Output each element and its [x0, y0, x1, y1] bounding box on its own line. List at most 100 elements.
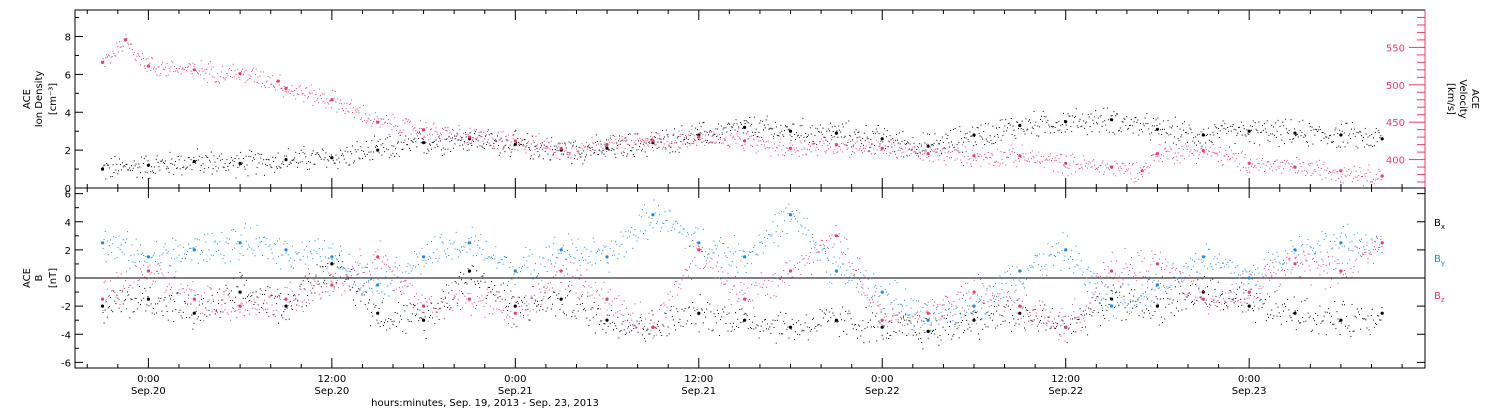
by-series-sample: [492, 258, 494, 259]
density-series-sample: [276, 167, 278, 169]
density-series-sample: [787, 129, 789, 131]
velocity-series-sample: [863, 147, 864, 149]
density-series-sample: [1292, 138, 1294, 140]
density-series-sample: [1329, 135, 1330, 137]
by-series-sample: [672, 223, 674, 225]
by-series-sample: [802, 233, 804, 235]
velocity-series-sample: [803, 147, 805, 149]
bx-series-sample: [1195, 284, 1197, 285]
by-series-sample: [819, 259, 821, 261]
velocity-series-sample: [1128, 168, 1130, 170]
velocity-series-sample: [975, 160, 977, 162]
bx-series-sample: [782, 333, 784, 335]
density-series-sample: [1047, 119, 1049, 121]
by-series-sample: [491, 256, 492, 258]
bx-series-sample: [1208, 294, 1210, 295]
density-series-sample: [737, 131, 739, 133]
by-series-sample: [408, 272, 410, 274]
bx-series-sample: [147, 296, 149, 298]
density-series-sample: [1074, 116, 1076, 118]
bx-series-sample: [828, 320, 830, 322]
velocity-series-sample: [180, 73, 182, 75]
velocity-series-sample: [383, 118, 385, 120]
density-series-sample: [1058, 120, 1060, 122]
bx-series-sample: [1284, 303, 1285, 305]
velocity-series-sample: [124, 39, 126, 41]
velocity-series-sample: [316, 99, 318, 101]
velocity-series-sample: [732, 135, 734, 137]
bx-series-sample: [1057, 323, 1059, 324]
density-series-sample: [1090, 113, 1092, 115]
bx-series-sample: [240, 276, 242, 278]
bx-series-sample: [193, 322, 195, 324]
density-series-sample: [754, 132, 756, 133]
by-series-sample: [248, 244, 250, 246]
velocity-series-sample: [240, 72, 242, 74]
by-series-sample: [464, 246, 466, 248]
bx-series-sample: [245, 279, 247, 281]
density-series-sample: [302, 151, 304, 153]
by-series-sample: [534, 263, 536, 265]
velocity-series-sample: [273, 85, 275, 87]
bx-series-sample: [1082, 310, 1084, 312]
by-series-sample: [629, 235, 631, 237]
velocity-series-sample: [497, 148, 498, 149]
velocity-series-sample: [406, 118, 408, 120]
velocity-series-sample: [1196, 163, 1197, 164]
bx-series-sample: [650, 319, 652, 321]
by-series-sample: [990, 305, 992, 306]
bx-series-sample: [914, 332, 916, 333]
velocity-tick-label: 550: [1386, 43, 1405, 54]
density-series-sample: [918, 143, 920, 145]
by-series-sample: [135, 238, 137, 240]
by-series-sample: [705, 251, 707, 253]
bx-series-sample: [492, 288, 494, 290]
density-series-sample: [1020, 128, 1022, 130]
density-series-sample: [624, 137, 626, 139]
bx-series-sample: [671, 316, 673, 318]
velocity-series-sample: [324, 102, 326, 104]
density-series-sample: [724, 139, 726, 141]
density-series-sample: [1317, 131, 1319, 132]
bx-series-sample: [590, 308, 592, 310]
density-series-sample: [131, 165, 132, 167]
density-series-sample: [1006, 130, 1008, 132]
velocity-series-sample: [576, 151, 578, 153]
velocity-series-sample: [905, 147, 907, 149]
velocity-series-sample: [1007, 157, 1009, 158]
bx-series-sample: [542, 308, 544, 310]
by-series-sample: [509, 266, 511, 268]
bx-series-sample: [1323, 315, 1325, 317]
density-series-sample: [363, 150, 364, 152]
density-series-sample: [1231, 126, 1233, 127]
bx-series-sample: [616, 327, 618, 329]
by-series-sample: [394, 266, 396, 268]
velocity-series-sample: [772, 147, 774, 149]
density-series-sample: [1081, 125, 1083, 127]
bx-series-sample: [1062, 320, 1064, 322]
density-series-sample: [1331, 141, 1333, 143]
density-series-sample: [1205, 142, 1207, 144]
by-series-sample: [950, 312, 952, 314]
bx-series-sample: [493, 293, 495, 295]
velocity-series-sample: [183, 68, 185, 70]
by-series-sample: [127, 231, 129, 233]
by-series-sample: [503, 255, 505, 257]
by-series-sample: [415, 266, 416, 268]
velocity-series-sample: [1214, 152, 1216, 154]
density-series-sample: [155, 158, 157, 160]
density-series-sample: [832, 131, 834, 132]
density-series-sample: [671, 142, 673, 144]
density-series-sample: [1266, 120, 1268, 122]
density-series-sample: [1009, 124, 1011, 126]
density-series-sample: [991, 143, 993, 145]
bx-series-sample: [899, 322, 901, 324]
velocity-series-sample: [517, 149, 519, 151]
bx-series-sample: [386, 329, 388, 331]
bx-series-sample: [221, 299, 223, 301]
velocity-series-sample: [1340, 176, 1342, 178]
by-series-sample: [278, 255, 279, 257]
density-series-sample: [1164, 141, 1166, 143]
bx-series-sample: [406, 305, 408, 307]
density-series-sample: [131, 169, 133, 171]
